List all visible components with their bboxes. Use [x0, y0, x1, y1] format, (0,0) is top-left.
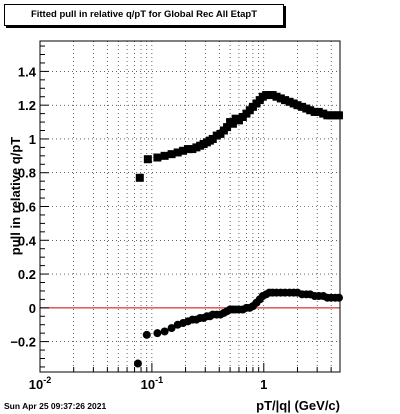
y-tick-label: 0.2 — [18, 267, 36, 282]
data-point-square — [281, 96, 290, 105]
x-tick-label: 1 — [260, 377, 267, 392]
data-point-square — [293, 101, 302, 110]
data-point-square — [160, 151, 169, 160]
data-point-square — [272, 92, 281, 101]
data-point-square — [327, 111, 336, 120]
data-point-square — [183, 145, 192, 154]
timestamp-label: Sun Apr 25 09:37:26 2021 — [4, 401, 107, 411]
y-tick-label: 0 — [29, 301, 36, 316]
data-point-square — [334, 111, 343, 120]
data-point-circle — [133, 359, 142, 368]
tick-label-layer: −0.2 0 0.2 0.4 0.6 0.8 1 1.2 1.4 10-2 10-1 1 — [10, 64, 267, 392]
data-point-square — [306, 106, 315, 115]
y-tick-label: 0.8 — [18, 166, 36, 181]
y-tick-label: −0.2 — [10, 335, 36, 350]
data-point-square — [319, 109, 328, 118]
data-point-circle — [160, 327, 169, 336]
y-tick-label: 1.4 — [18, 64, 37, 79]
chart-title: Fitted pull in relative q/pT for Global … — [4, 4, 284, 26]
y-tick-label: 1 — [29, 132, 36, 147]
x-tick-label: 10-1 — [141, 375, 163, 392]
plot-frame — [39, 40, 341, 373]
y-tick-label: 0.4 — [18, 233, 37, 248]
x-tick-label: 10-2 — [29, 375, 51, 392]
data-point-square — [167, 150, 176, 159]
data-point-square — [298, 102, 307, 111]
data-point-square — [188, 145, 197, 154]
data-point-square — [314, 107, 323, 116]
data-point-square — [135, 173, 144, 182]
y-axis-title: pull in relative q/pT — [8, 137, 23, 256]
data-point-square — [285, 97, 294, 106]
x-axis-title: pT/|q| (GeV/c) — [256, 398, 340, 413]
data-point-circle — [142, 330, 151, 339]
data-point-circle — [167, 324, 176, 333]
y-tick-label: 0.6 — [18, 200, 36, 215]
data-point-circle — [334, 293, 343, 302]
data-point-square — [228, 119, 237, 128]
data-point-square — [223, 123, 232, 132]
data-point-square — [179, 146, 188, 155]
data-point-circle — [153, 329, 162, 338]
y-tick-label: 1.2 — [18, 98, 36, 113]
tick-layer — [39, 45, 332, 372]
data-point-square — [153, 153, 162, 162]
marker-layer — [133, 91, 343, 368]
data-point-square — [143, 155, 152, 164]
data-point-square — [276, 94, 285, 103]
data-point-square — [173, 148, 182, 157]
data-point-square — [310, 107, 319, 116]
